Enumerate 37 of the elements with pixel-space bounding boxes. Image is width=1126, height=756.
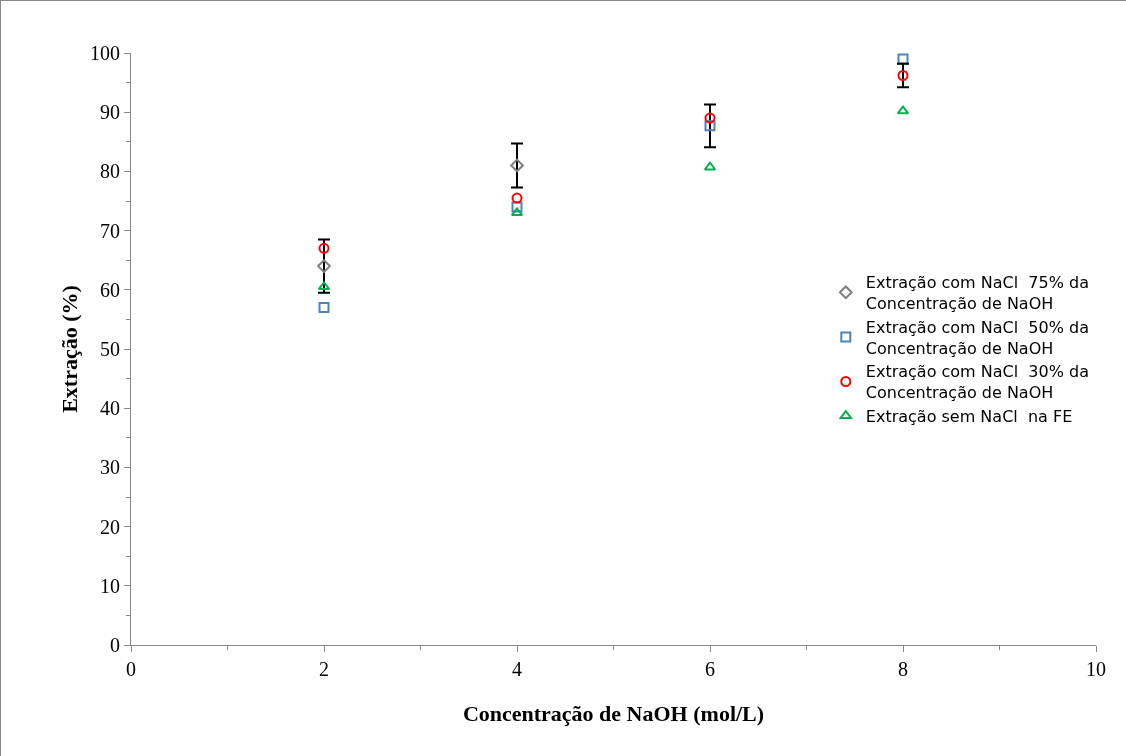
point [511, 201, 523, 213]
point [511, 192, 523, 204]
y-tick-label: 90 [100, 101, 120, 124]
x-tick-label: 0 [126, 658, 136, 680]
x-axis-title: Concentração de NaOH (mol/L) [462, 701, 765, 726]
y-tick-label: 100 [90, 42, 120, 64]
point [704, 120, 716, 132]
point [510, 207, 524, 217]
point [896, 105, 910, 115]
point [703, 161, 717, 171]
point [317, 281, 331, 291]
legend-label: Extração sem NaCl na FE [865, 406, 1073, 426]
y-tick-label: 80 [100, 160, 120, 183]
legend-label: Extração com NaCl 50% da Concentração de NaOH [865, 317, 1089, 358]
y-tick-label: 30 [100, 456, 120, 479]
y-tick-label: 20 [100, 515, 120, 538]
point [704, 112, 716, 124]
y-tick-label: 70 [100, 219, 120, 242]
x-tick-label: 4 [512, 658, 522, 680]
x-tick-label: 2 [319, 658, 329, 680]
point [318, 242, 330, 254]
y-tick-label: 40 [100, 397, 120, 420]
legend-label: Extração com NaCl 30% da Concentração de NaOH [865, 362, 1089, 403]
y-axis-title: Extração (%) [57, 285, 82, 413]
x-tick-label: 8 [898, 658, 908, 680]
point [897, 53, 909, 65]
y-tick-label: 50 [100, 338, 120, 360]
point [317, 259, 331, 273]
y-tick-label: 60 [100, 278, 120, 301]
point [897, 70, 909, 81]
x-tick-label: 10 [1086, 658, 1106, 680]
x-tick-label: 6 [705, 658, 715, 680]
y-tick-label: 10 [100, 574, 120, 597]
legend-label: Extração com NaCl 75% da Concentração de NaOH [865, 273, 1089, 313]
point [510, 158, 524, 173]
y-tick-label: 0 [110, 634, 120, 656]
point [318, 302, 330, 314]
